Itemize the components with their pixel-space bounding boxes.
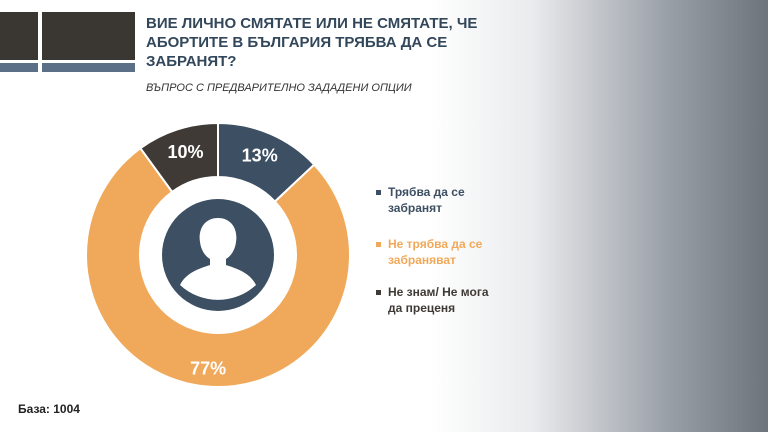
legend-label: Трябва да се забранят (388, 185, 465, 215)
legend-item: Не трябва да се забраняват (376, 236, 498, 268)
header-decoration (0, 60, 135, 63)
header-decoration (0, 12, 135, 62)
donut-slice (139, 121, 219, 194)
legend-label: Не знам/ Не мога да преценя (388, 285, 489, 315)
legend-marker (376, 242, 381, 247)
value-label: 13% (242, 145, 278, 165)
legend-item: Не знам/ Не мога да преценя (376, 284, 498, 316)
background-photo (430, 0, 768, 432)
header-decoration (38, 12, 42, 77)
donut-slice (85, 146, 351, 388)
legend-label: Не трябва да се забраняват (388, 237, 483, 267)
value-label: 10% (168, 142, 204, 162)
value-label: 77% (190, 358, 226, 378)
legend-marker (376, 290, 381, 295)
subtitle: ВЪПРОС С ПРЕДВАРИТЕЛНО ЗАДАДЕНИ ОПЦИИ (146, 82, 412, 94)
legend-marker (376, 190, 381, 195)
footnote: База: 1004 (18, 402, 80, 416)
header-decoration (0, 62, 135, 72)
legend-item: Трябва да се забранят (376, 184, 498, 216)
donut: 13% 77% 10% (85, 121, 351, 388)
person-icon (180, 218, 256, 300)
title: ВИЕ ЛИЧНО СМЯТАТЕ ИЛИ НЕ СМЯТАТЕ, ЧЕ АБО… (146, 15, 478, 70)
